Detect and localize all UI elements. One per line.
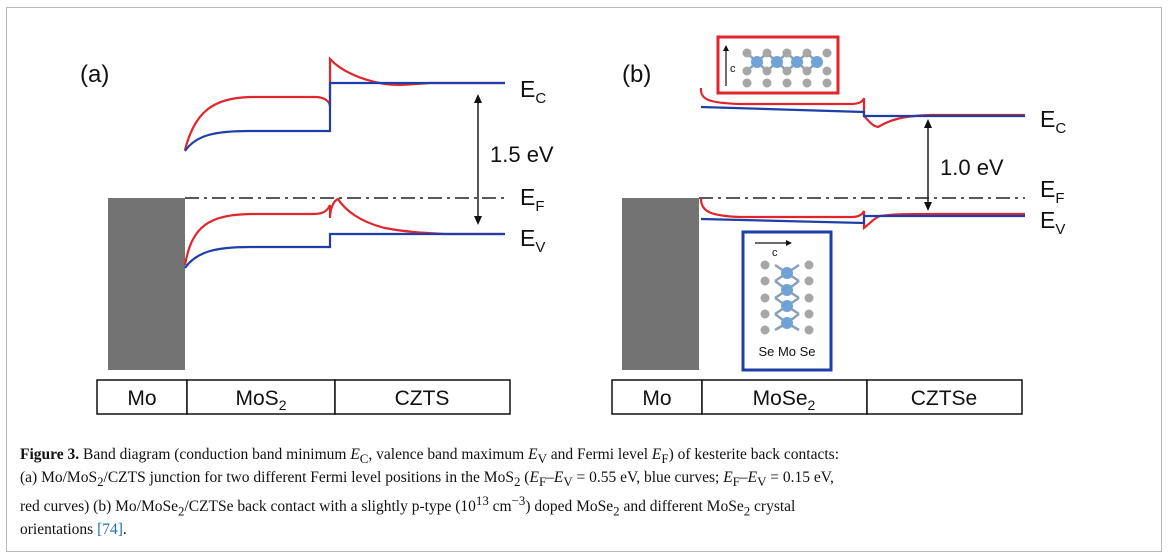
panel-a: (a) 1.5 eV EC EF EV Mo MoS2 CZTS [80, 56, 554, 415]
caption-line-4: orientations [74]. [20, 521, 127, 539]
panel-a-label: (a) [80, 61, 109, 88]
mo-metal-block-a [108, 198, 185, 370]
layer-cztse-label-b: CZTSe [911, 387, 978, 410]
caption-line-1: Figure 3. Band diagram (conduction band … [20, 446, 840, 467]
gap-arrow-b [924, 119, 932, 211]
figure-frame [6, 7, 1162, 552]
layer-boxes-b [611, 379, 1023, 415]
c-axis-label-bottom: c [772, 247, 778, 259]
blue-valence-curve-a [184, 232, 505, 269]
panel-b: (b) 1.0 eV EC EF EV c [611, 35, 1066, 415]
atom-labels-bottom: Se Mo Se [758, 344, 815, 359]
band-diagram: (a) 1.5 eV EC EF EV Mo MoS2 CZTS [80, 35, 1066, 415]
reference-link[interactable]: [74] [97, 521, 123, 539]
ef-label-a: EF [520, 184, 545, 215]
caption-figure-number: Figure 3. [20, 446, 80, 463]
ec-label-b: EC [1040, 106, 1066, 137]
crystal-inset-top: c [716, 35, 840, 95]
blue-valence-curve-b [700, 214, 1025, 225]
band-gap-label-b: 1.0 eV [940, 155, 1004, 180]
caption-line-2: (a) Mo/MoS2/CZTS junction for two differ… [20, 469, 834, 490]
band-gap-label-a: 1.5 eV [490, 142, 554, 167]
red-conduction-curve-a [183, 56, 505, 151]
layer-boxes-a [96, 379, 511, 415]
layer-mose2-label-b: MoSe2 [753, 387, 816, 413]
layer-mos2-label-a: MoS2 [236, 387, 287, 413]
gap-arrow-a [474, 94, 482, 225]
layer-czts-label-a: CZTS [395, 387, 450, 410]
c-axis-label-top: c [730, 63, 736, 75]
red-valence-curve-a [183, 197, 505, 266]
panel-b-label: (b) [622, 61, 651, 88]
ec-label-a: EC [520, 76, 546, 107]
blue-conduction-curve-b [700, 105, 1025, 118]
ef-label-b: EF [1040, 176, 1065, 207]
crystal-inset-bottom: c Se Mo Se [741, 230, 833, 372]
layer-mo-label-b: Mo [642, 387, 671, 410]
caption-line-3: red curves) (b) Mo/MoSe2/CZTSe back cont… [20, 493, 796, 519]
layer-mo-label-a: Mo [127, 387, 156, 410]
ev-label-b: EV [1040, 207, 1065, 238]
blue-conduction-curve-a [184, 81, 505, 152]
figure-caption: Figure 3. Band diagram (conduction band … [20, 445, 1150, 539]
mo-metal-block-b [622, 198, 699, 370]
ev-label-a: EV [520, 225, 545, 256]
red-conduction-curve-b [699, 87, 1025, 129]
